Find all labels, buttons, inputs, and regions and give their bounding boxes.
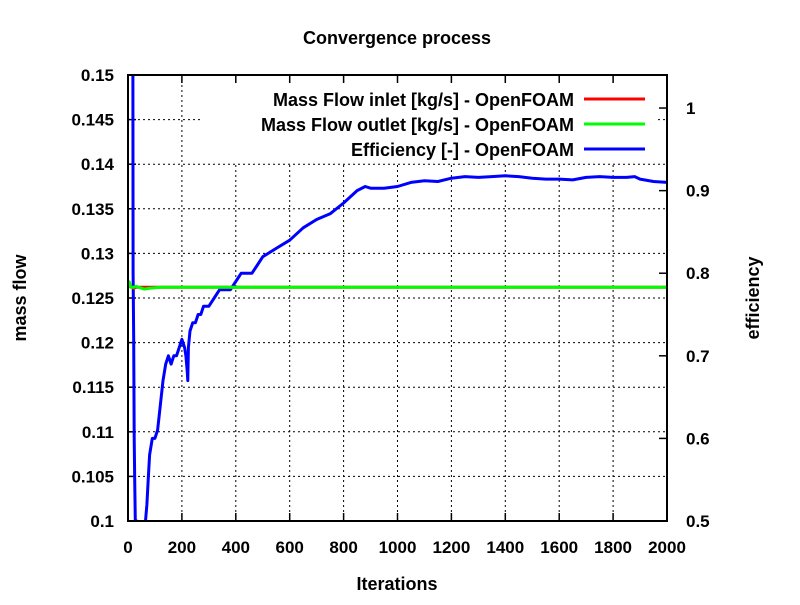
y-tick-label: 0.115 [72,378,114,397]
y2-tick-label: 1 [686,99,695,118]
ticks-layer: 0 200 400 600 800 1000 1200 1400 1600 1800 2000 0.1… [71,66,709,557]
y-tick-label: 0.135 [71,200,114,219]
series-line-2 [128,280,667,291]
y-tick-label: 0.145 [71,111,114,130]
legend-label: Efficiency [-] - OpenFOAM [351,140,574,160]
y-tick-label: 0.105 [71,467,114,486]
x-tick-label: 1200 [432,538,470,557]
chart-title: Convergence process [303,28,491,48]
y-tick-label: 0.125 [71,289,114,308]
plot-frame [127,74,668,522]
y-tick-label: 0.12 [81,334,114,353]
y-tick-label: 0.14 [81,155,115,174]
y2-tick-label: 0.5 [686,512,710,531]
x-tick-label: 0 [123,538,132,557]
legend-label: Mass Flow outlet [kg/s] - OpenFOAM [261,115,574,135]
y-tick-label: 0.11 [82,423,114,442]
y-axis-title: mass flow [10,253,30,341]
y2-tick-label: 0.9 [686,182,710,201]
x-tick-label: 2000 [648,538,686,557]
y-tick-label: 0.15 [81,66,114,85]
x-tick-label: 400 [222,538,250,557]
y2-tick-label: 0.7 [686,347,710,366]
x-tick-label: 1000 [379,538,417,557]
x-tick-label: 1600 [540,538,578,557]
series-layer [128,75,667,521]
y2-axis-title: efficiency [743,256,763,339]
x-tick-label: 1800 [594,538,632,557]
x-axis-title: Iterations [356,574,437,594]
y-tick-label: 0.1 [90,512,114,531]
x-tick-label: 600 [276,538,304,557]
y2-tick-label: 0.6 [686,429,710,448]
series-line-3 [131,75,667,521]
legend-background [200,84,656,162]
y2-tick-label: 0.8 [686,264,710,283]
legend-label: Mass Flow inlet [kg/s] - OpenFOAM [273,90,574,110]
grid-layer [128,75,667,521]
x-tick-label: 800 [329,538,357,557]
legend: Mass Flow inlet [kg/s] - OpenFOAM Mass Fl… [261,90,645,160]
y-tick-label: 0.13 [81,244,114,263]
x-tick-label: 1400 [486,538,524,557]
x-tick-label: 200 [168,538,196,557]
